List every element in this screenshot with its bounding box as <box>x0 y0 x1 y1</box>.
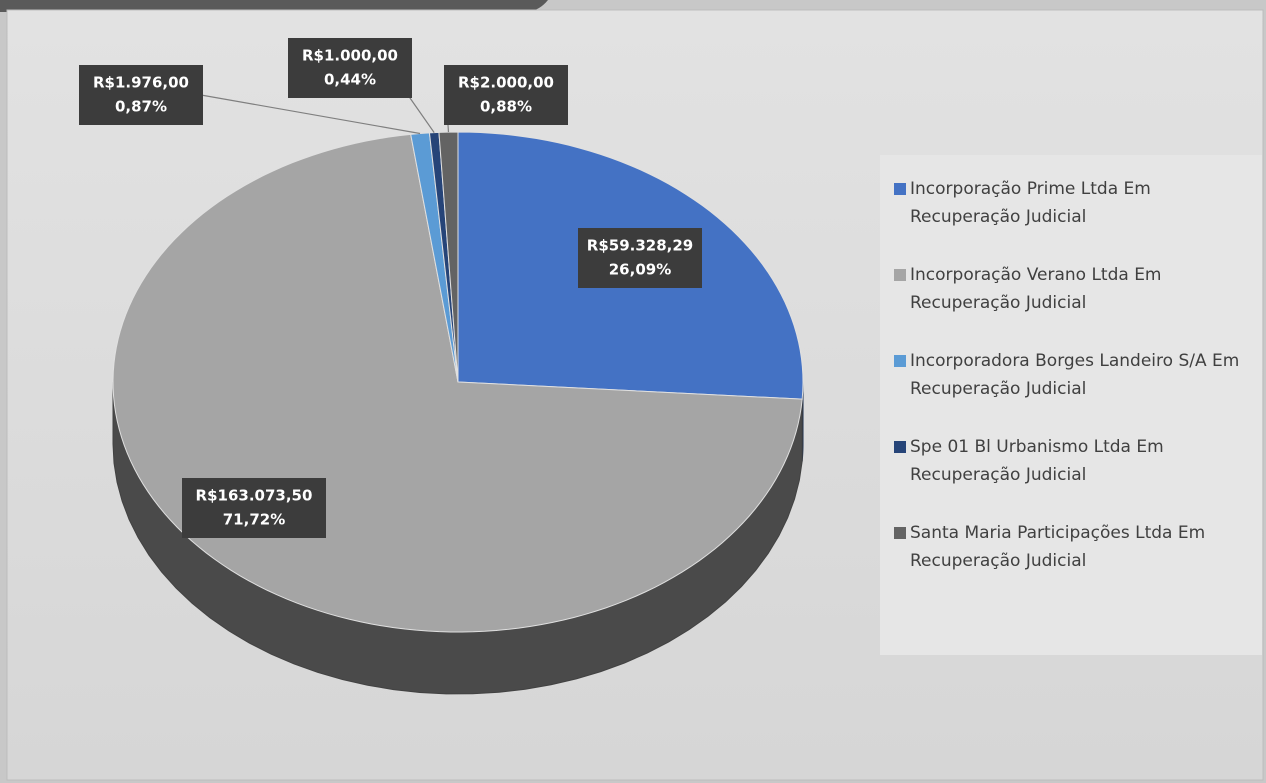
legend-label: Santa Maria Participações Ltda Em Recupe… <box>910 523 1206 571</box>
legend-entry: Incorporação Prime Ltda Em Recuperação J… <box>894 175 1254 231</box>
label-box <box>444 65 568 125</box>
legend-entry: Incorporadora Borges Landeiro S/A Em Rec… <box>894 347 1254 403</box>
legend-swatch <box>894 269 906 281</box>
legend-label: Incorporação Verano Ltda Em Recuperação … <box>910 265 1162 313</box>
legend-label: Incorporação Prime Ltda Em Recuperação J… <box>910 179 1151 227</box>
leader-line <box>200 94 421 135</box>
label-box <box>288 38 412 98</box>
percent-label: 26,09% <box>609 261 671 279</box>
value-label: R$59.328,29 <box>587 237 693 255</box>
legend-swatch <box>894 183 906 195</box>
legend-swatch <box>894 441 906 453</box>
legend: Incorporação Prime Ltda Em Recuperação J… <box>880 155 1262 655</box>
value-label: R$163.073,50 <box>196 487 313 505</box>
percent-label: 0,88% <box>480 98 532 116</box>
legend-entry: Santa Maria Participações Ltda Em Recupe… <box>894 519 1254 575</box>
data-labels: R$59.328,29 26,09% R$163.073,50 71,72% R$1.9… <box>79 38 702 538</box>
legend-entry: Incorporação Verano Ltda Em Recuperação … <box>894 261 1254 317</box>
label-box <box>578 228 702 288</box>
pie <box>112 131 804 695</box>
legend-swatch <box>894 527 906 539</box>
label-box <box>182 478 326 538</box>
legend-swatch <box>894 355 906 367</box>
label-box <box>79 65 203 125</box>
legend-label: Spe 01 Bl Urbanismo Ltda Em Recuperação … <box>910 437 1164 485</box>
percent-label: 0,87% <box>115 98 167 116</box>
value-label: R$1.976,00 <box>93 74 189 92</box>
value-label: R$2.000,00 <box>458 74 554 92</box>
legend-entry: Spe 01 Bl Urbanismo Ltda Em Recuperação … <box>894 433 1254 489</box>
percent-label: 0,44% <box>324 71 376 89</box>
percent-label: 71,72% <box>223 511 285 529</box>
header-tab <box>0 0 548 12</box>
legend-label: Incorporadora Borges Landeiro S/A Em Rec… <box>910 351 1240 399</box>
value-label: R$1.000,00 <box>302 47 398 65</box>
